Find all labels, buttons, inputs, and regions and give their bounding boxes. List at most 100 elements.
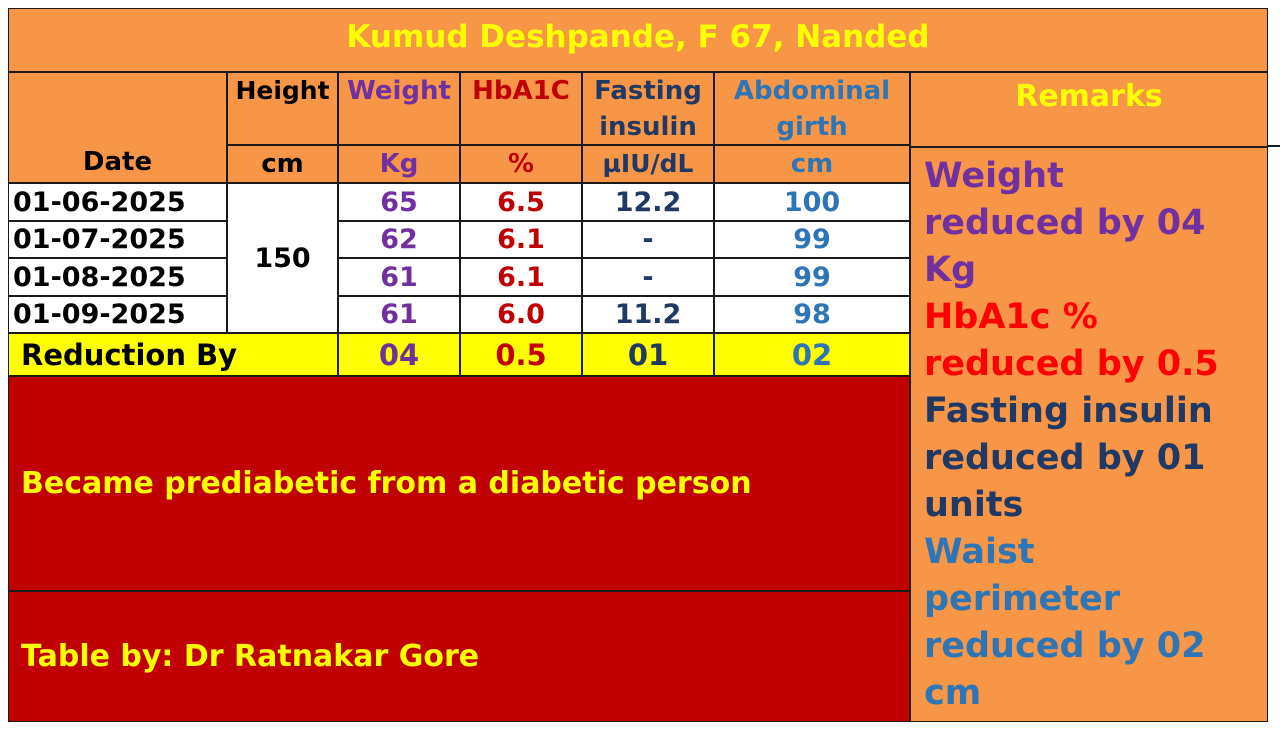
table-row-1-girth: 100: [714, 183, 910, 221]
reduction-weight-cell: 04: [338, 333, 460, 376]
row-date: 01-08-2025: [13, 261, 186, 293]
row-weight: 65: [380, 186, 418, 218]
row-date: 01-09-2025: [13, 299, 186, 330]
remark-weight: Weight reduced by 04 Kg: [924, 153, 1267, 294]
reduction-fasting-cell: 01: [582, 333, 714, 376]
unit-hba1c-label: %: [507, 149, 535, 179]
height-value: 150: [254, 242, 311, 274]
unit-weight: Kg: [338, 145, 460, 183]
table-row-1-fasting: 12.2: [582, 183, 714, 221]
unit-hba1c: %: [460, 145, 582, 183]
reduction-girth: 02: [791, 337, 833, 372]
row-hba1c: 6.1: [497, 224, 545, 255]
remark-hba1c-line: reduced by 0.5: [924, 344, 1219, 384]
table-row-4-date: 01-09-2025: [8, 296, 227, 333]
table-row-2-weight: 62: [338, 221, 460, 258]
remark-fasting-line: Fasting insulin: [924, 391, 1213, 431]
header-date: Date: [8, 72, 227, 183]
credit-block: Table by: Dr Ratnakar Gore: [8, 591, 910, 722]
unit-fasting-insulin: µIU/dL: [582, 145, 714, 183]
unit-weight-label: Kg: [379, 149, 419, 179]
summary-block: Became prediabetic from a diabetic perso…: [8, 376, 910, 591]
remark-fasting-line: reduced by 01: [924, 438, 1206, 478]
remark-waist-line: perimeter: [924, 579, 1120, 619]
table-row-1-hba1c: 6.5: [460, 183, 582, 221]
row-fasting: -: [642, 261, 654, 293]
table-row-4-hba1c: 6.0: [460, 296, 582, 333]
row-hba1c: 6.1: [497, 261, 545, 293]
table-row-4-weight: 61: [338, 296, 460, 333]
table-row-2-fasting: -: [582, 221, 714, 258]
table-row-3-fasting: -: [582, 258, 714, 296]
separator-line: [1268, 145, 1280, 147]
table-row-4-fasting: 11.2: [582, 296, 714, 333]
unit-height: cm: [227, 145, 338, 183]
header-girth-line2: girth: [776, 111, 848, 142]
reduction-label-cell: Reduction By: [8, 333, 338, 376]
height-value-cell: 150: [227, 183, 338, 333]
header-fasting-insulin: Fasting insulin: [582, 72, 714, 145]
reduction-hba1c-cell: 0.5: [460, 333, 582, 376]
row-date: 01-06-2025: [13, 186, 186, 218]
row-fasting: 11.2: [614, 299, 682, 330]
unit-abdominal-girth: cm: [714, 145, 910, 183]
table-row-3-hba1c: 6.1: [460, 258, 582, 296]
unit-fasting-label: µIU/dL: [602, 149, 694, 178]
reduction-weight: 04: [378, 337, 420, 372]
row-weight: 61: [380, 299, 418, 330]
remark-waist-line: reduced by 02: [924, 626, 1206, 666]
remark-fasting-line: units: [924, 485, 1024, 525]
row-girth: 98: [793, 299, 831, 330]
remark-hba1c: HbA1c % reduced by 0.5: [924, 294, 1267, 388]
row-fasting: -: [642, 224, 654, 255]
reduction-label: Reduction By: [21, 337, 238, 372]
remark-weight-line: Kg: [924, 250, 977, 290]
table-row-1-weight: 65: [338, 183, 460, 221]
table-row-3-weight: 61: [338, 258, 460, 296]
table-row-3-date: 01-08-2025: [8, 258, 227, 296]
table-row-3-girth: 99: [714, 258, 910, 296]
header-weight-label: Weight: [347, 76, 451, 106]
remark-waist-line: Waist: [924, 532, 1035, 572]
remark-fasting: Fasting insulin reduced by 01 units: [924, 388, 1267, 529]
row-hba1c: 6.0: [497, 299, 545, 330]
remark-weight-line: Weight: [924, 156, 1064, 196]
header-hba1c: HbA1C: [460, 72, 582, 145]
table-row-2-hba1c: 6.1: [460, 221, 582, 258]
header-fasting-line1: Fasting: [594, 75, 702, 106]
row-date: 01-07-2025: [13, 224, 186, 255]
header-weight: Weight: [338, 72, 460, 145]
remark-waist: Waist perimeter reduced by 02 cm: [924, 529, 1267, 717]
remark-waist-line: cm: [924, 673, 982, 713]
row-weight: 62: [380, 224, 418, 255]
credit-text: Table by: Dr Ratnakar Gore: [21, 639, 480, 674]
row-weight: 61: [380, 261, 418, 293]
header-height-label: Height: [235, 76, 330, 105]
row-fasting: 12.2: [614, 186, 682, 218]
header-remarks-label: Remarks: [1015, 79, 1163, 114]
remarks-panel: Weight reduced by 04 Kg HbA1c % reduced …: [910, 147, 1268, 722]
table-title: Kumud Deshpande, F 67, Nanded: [346, 19, 930, 55]
row-girth: 100: [783, 186, 841, 218]
reduction-fasting: 01: [627, 337, 669, 372]
header-height: Height: [227, 72, 338, 145]
header-abdominal-girth: Abdominal girth: [714, 72, 910, 145]
reduction-hba1c: 0.5: [495, 337, 547, 372]
remark-weight-line: reduced by 04: [924, 203, 1206, 243]
table-row-1-date: 01-06-2025: [8, 183, 227, 221]
header-date-label: Date: [82, 147, 153, 177]
unit-girth-label: cm: [790, 149, 834, 179]
reduction-girth-cell: 02: [714, 333, 910, 376]
summary-text: Became prediabetic from a diabetic perso…: [21, 466, 752, 501]
header-remarks: Remarks: [910, 72, 1268, 147]
row-hba1c: 6.5: [497, 186, 545, 218]
header-fasting-line2: insulin: [599, 111, 697, 142]
row-girth: 99: [793, 224, 831, 255]
header-girth-line1: Abdominal: [733, 75, 891, 106]
table-row-2-date: 01-07-2025: [8, 221, 227, 258]
unit-height-label: cm: [261, 149, 304, 179]
table-row-2-girth: 99: [714, 221, 910, 258]
table-row-4-girth: 98: [714, 296, 910, 333]
row-girth: 99: [793, 261, 831, 293]
remark-hba1c-line: HbA1c %: [924, 297, 1098, 337]
